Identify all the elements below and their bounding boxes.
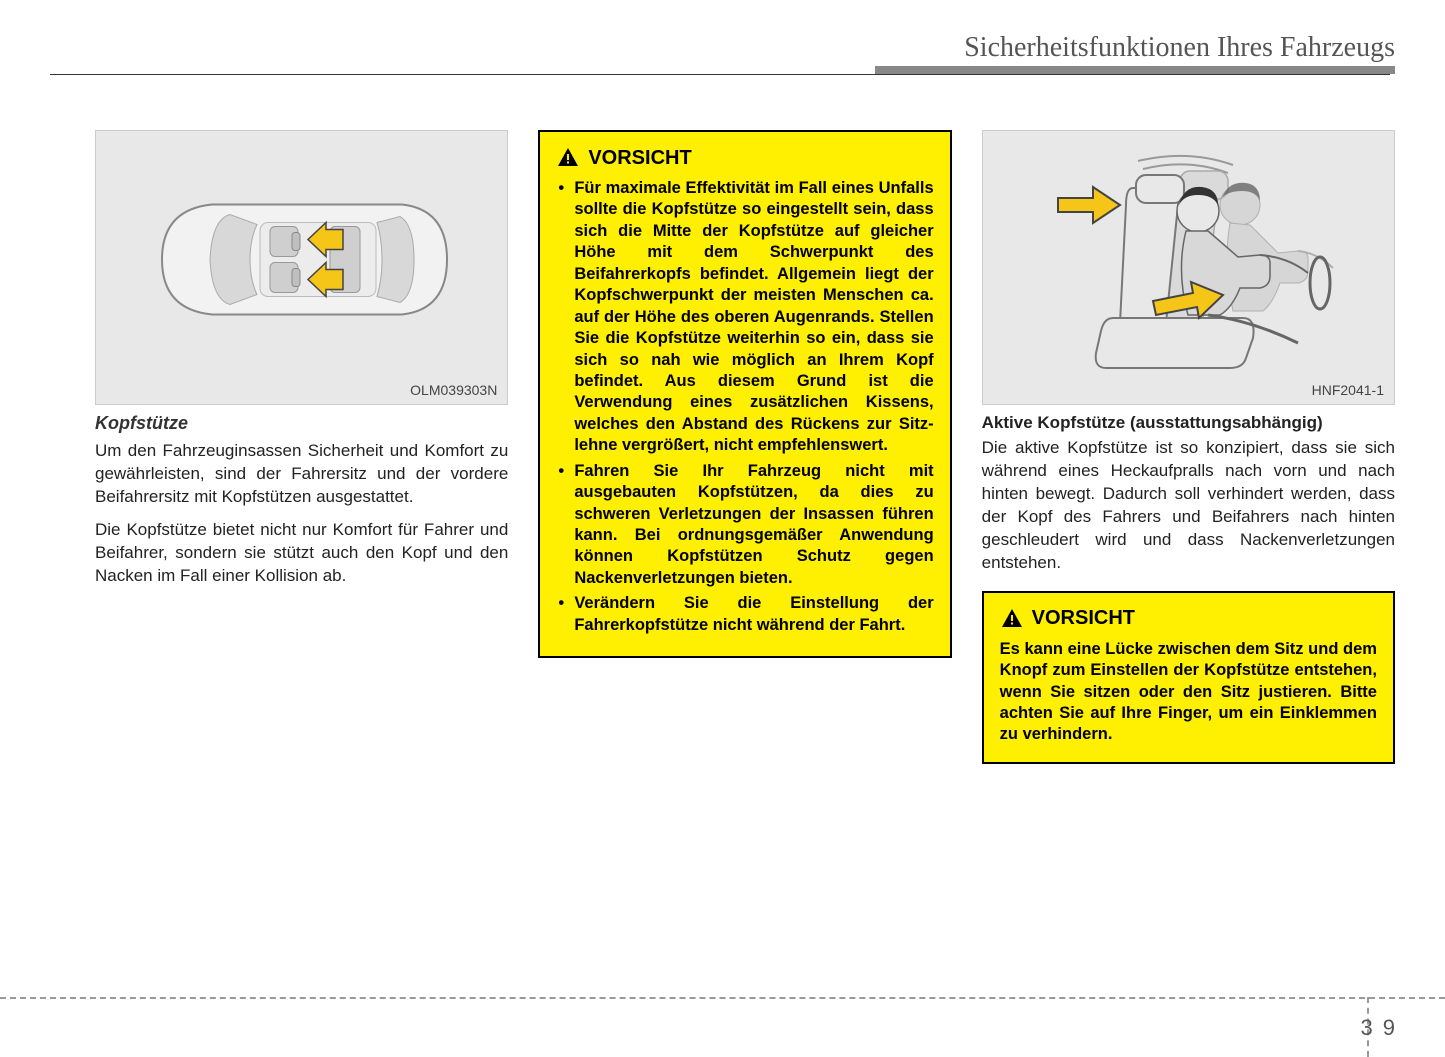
para-1-2: Die Kopfstütze bietet nicht nur Komfort … bbox=[95, 519, 508, 588]
warning-triangle-icon bbox=[1000, 607, 1024, 631]
column-2: VORSICHT Für maximale Effektivität im Fa… bbox=[538, 130, 951, 764]
warning-header-2: VORSICHT bbox=[1000, 607, 1377, 631]
warning-box-1: VORSICHT Für maximale Effektivität im Fa… bbox=[538, 130, 951, 658]
heading-kopfstuetze: Kopfstütze bbox=[95, 413, 508, 434]
seat-headrest-illustration bbox=[998, 143, 1378, 393]
headrest-forward-arrow-icon bbox=[1058, 187, 1120, 223]
warning-header-1: VORSICHT bbox=[556, 146, 933, 170]
warning-bullet-list: Für maximale Effektivität im Fall eines … bbox=[556, 178, 933, 636]
para-1-1: Um den Fahrzeuginsassen Sicherheit und K… bbox=[95, 440, 508, 509]
page-title: Sicherheitsfunktionen Ihres Fahrzeugs bbox=[964, 32, 1395, 70]
figure-code-2: HNF2041-1 bbox=[1312, 382, 1384, 398]
car-top-view-illustration bbox=[142, 174, 462, 344]
cut-line-horizontal bbox=[0, 997, 1445, 999]
warning-bullet-1: Für maximale Effektivität im Fall eines … bbox=[556, 178, 933, 457]
para-3-1: Die aktive Kopfstütze ist so konzipiert,… bbox=[982, 437, 1395, 575]
figure-seat-side: HNF2041-1 bbox=[982, 130, 1395, 405]
warning-title-1: VORSICHT bbox=[588, 147, 691, 170]
column-3: HNF2041-1 Aktive Kopfstütze (ausstattung… bbox=[982, 130, 1395, 764]
figure-car-top: OLM039303N bbox=[95, 130, 508, 405]
warning-box-2: VORSICHT Es kann eine Lücke zwischen dem… bbox=[982, 591, 1395, 764]
heading-aktive-kopfstuetze: Aktive Kopfstütze (ausstattungsabhängig) bbox=[982, 413, 1395, 433]
warning-text-2: Es kann eine Lücke zwischen dem Sitz und… bbox=[1000, 639, 1377, 746]
warning-triangle-icon bbox=[556, 146, 580, 170]
warning-bullet-2: Fahren Sie Ihr Fahrzeug nicht mit ausgeb… bbox=[556, 461, 933, 590]
header-rule bbox=[50, 74, 1390, 75]
header-accent-bar bbox=[875, 66, 1395, 74]
figure-code-1: OLM039303N bbox=[410, 382, 497, 398]
page-footer: 39 bbox=[0, 997, 1445, 999]
warning-title-2: VORSICHT bbox=[1032, 607, 1135, 630]
content-columns: OLM039303N Kopfstütze Um den Fahrzeugins… bbox=[95, 130, 1395, 764]
column-1: OLM039303N Kopfstütze Um den Fahrzeugins… bbox=[95, 130, 508, 764]
warning-bullet-3: Verändern Sie die Einstellung der Fahrer… bbox=[556, 593, 933, 636]
